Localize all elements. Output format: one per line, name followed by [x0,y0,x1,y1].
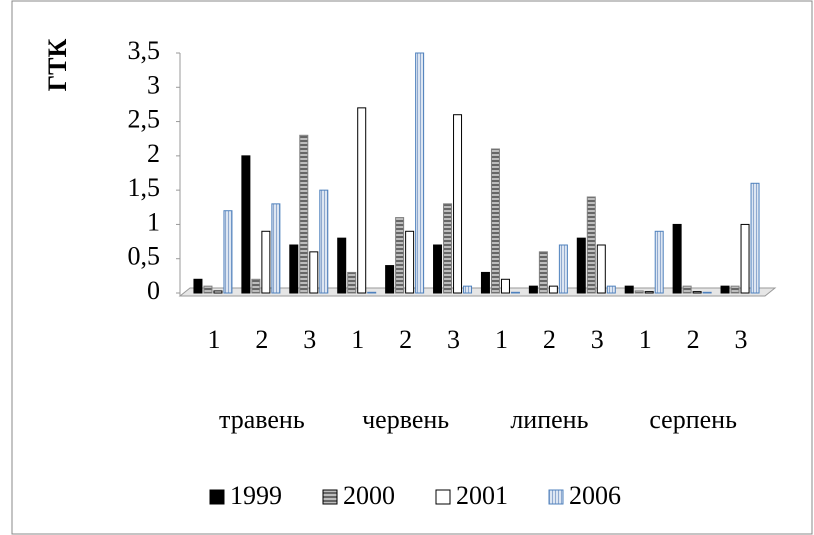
legend-label: 2000 [343,481,395,510]
bar [251,278,261,294]
x-tick-label: 3 [303,325,316,354]
month-label: серпень [649,405,737,434]
x-tick-label: 2 [255,325,268,354]
bar [480,271,490,294]
legend-label: 2006 [569,481,621,510]
bar [624,285,634,294]
month-label: травень [219,405,305,434]
bar [443,203,453,294]
legend-label: 2001 [456,481,508,510]
legend-label: 1999 [230,481,282,510]
legend-marker [209,489,225,505]
bar [750,182,760,294]
x-tick-label: 1 [351,325,364,354]
bar [405,230,415,294]
bar [385,265,395,294]
bar [528,285,538,294]
bar [193,278,203,294]
y-tick-label: 0 [147,276,160,305]
x-tick-label: 1 [495,325,508,354]
x-tick-label: 1 [207,325,220,354]
bar [490,148,500,294]
bar [203,285,213,294]
legend-marker [435,489,451,505]
x-tick-label: 2 [543,325,556,354]
bar [672,223,682,294]
bar [510,291,520,294]
bar [289,244,299,294]
bar [261,230,271,294]
bar [634,290,644,294]
x-tick-label: 3 [735,325,748,354]
y-tick-label: 0,5 [128,242,161,271]
bar [586,196,596,294]
y-axis-label: ГТК [43,38,72,91]
bar [654,230,664,294]
bar [558,244,568,294]
bar [576,237,586,294]
bar [241,155,251,294]
bar [299,134,309,294]
x-tick-label: 2 [399,325,412,354]
x-tick-label: 2 [687,325,700,354]
legend-marker [548,489,564,505]
bar [682,285,692,294]
x-tick-label: 3 [591,325,604,354]
legend-marker [322,489,338,505]
bar [692,291,702,294]
bar [702,291,712,294]
bar [271,203,281,294]
bar [357,107,367,294]
bar [538,251,548,294]
y-tick-label: 1,5 [128,173,161,202]
month-label: червень [362,405,449,434]
bar [463,285,473,294]
y-tick-label: 2,5 [128,105,161,134]
bar [606,285,616,294]
bar [319,189,329,294]
bar [337,237,347,294]
bar [720,285,730,294]
bar [395,217,405,294]
x-tick-label: 1 [639,325,652,354]
bar [740,223,750,294]
bar [453,114,463,294]
bar [644,291,654,294]
y-tick-label: 1 [147,207,160,236]
bar [548,285,558,294]
y-tick-label: 2 [147,139,160,168]
y-tick-label: 3,5 [128,36,161,65]
bar [433,244,443,294]
bar [367,291,377,294]
bar [213,290,223,294]
bar [596,244,606,294]
bar [347,271,357,294]
bar [500,278,510,294]
bar [415,52,425,294]
y-tick-label: 3 [147,70,160,99]
bar [223,210,233,294]
bar [309,251,319,294]
bar [730,285,740,294]
month-label: липень [510,405,588,434]
x-tick-label: 3 [447,325,460,354]
